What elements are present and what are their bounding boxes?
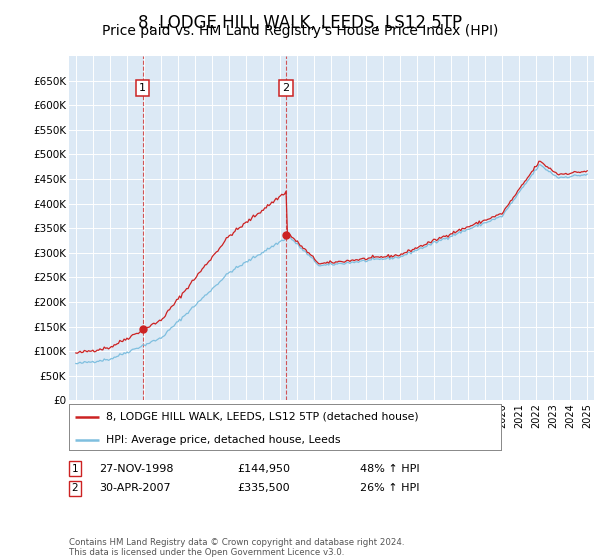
Text: HPI: Average price, detached house, Leeds: HPI: Average price, detached house, Leed… [106, 435, 340, 445]
Text: 2: 2 [283, 83, 290, 93]
Text: 8, LODGE HILL WALK, LEEDS, LS12 5TP: 8, LODGE HILL WALK, LEEDS, LS12 5TP [138, 14, 462, 32]
Text: 2: 2 [71, 483, 79, 493]
Text: 48% ↑ HPI: 48% ↑ HPI [360, 464, 419, 474]
Text: 8, LODGE HILL WALK, LEEDS, LS12 5TP (detached house): 8, LODGE HILL WALK, LEEDS, LS12 5TP (det… [106, 412, 418, 422]
Text: 30-APR-2007: 30-APR-2007 [99, 483, 170, 493]
Text: 1: 1 [139, 83, 146, 93]
Text: 27-NOV-1998: 27-NOV-1998 [99, 464, 173, 474]
Text: £144,950: £144,950 [237, 464, 290, 474]
Text: 1: 1 [71, 464, 79, 474]
Text: £335,500: £335,500 [237, 483, 290, 493]
Text: 26% ↑ HPI: 26% ↑ HPI [360, 483, 419, 493]
Text: Price paid vs. HM Land Registry's House Price Index (HPI): Price paid vs. HM Land Registry's House … [102, 24, 498, 38]
Text: Contains HM Land Registry data © Crown copyright and database right 2024.
This d: Contains HM Land Registry data © Crown c… [69, 538, 404, 557]
